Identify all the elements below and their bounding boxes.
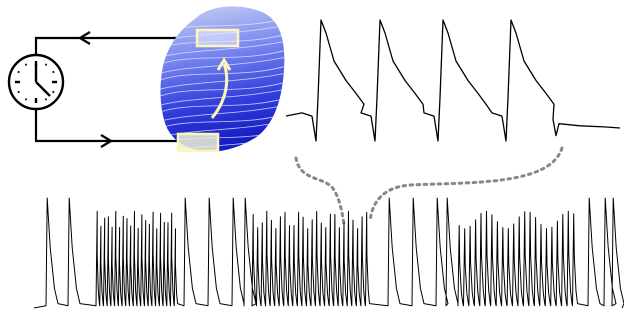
curved-arrow-head [216, 57, 232, 71]
clock-tick [17, 70, 20, 74]
clock-tick [17, 90, 20, 94]
pacing-site-box [176, 132, 220, 153]
arrow-left-icon [77, 31, 91, 45]
zoom-link-left [294, 156, 346, 226]
isochrone-line [160, 69, 285, 93]
clock-tick [52, 90, 55, 94]
zoom-link-right [368, 146, 564, 224]
isochrone-line [160, 45, 285, 69]
clock-tick [44, 98, 48, 101]
circuit-wire-top [34, 36, 200, 58]
curved-arrow-icon [210, 63, 229, 119]
clock-tick [52, 70, 55, 74]
long-recording-trace [33, 197, 624, 309]
recording-site-box [195, 28, 240, 48]
magnified-trace [285, 19, 621, 142]
clock-tick [44, 63, 48, 66]
isochrone-line [160, 53, 285, 77]
heart-shape [160, 6, 285, 153]
pacing-circuit [7, 31, 200, 148]
heart-activation-map [160, 6, 285, 153]
isochrone-line [160, 85, 285, 109]
isochrone-line [160, 61, 285, 85]
clock-tick [24, 63, 28, 66]
clock-tick [24, 98, 28, 101]
isochrone-line [160, 77, 285, 101]
circuit-wire-bottom [34, 106, 178, 143]
clock-icon [7, 53, 65, 111]
arrow-right-icon [100, 134, 114, 148]
